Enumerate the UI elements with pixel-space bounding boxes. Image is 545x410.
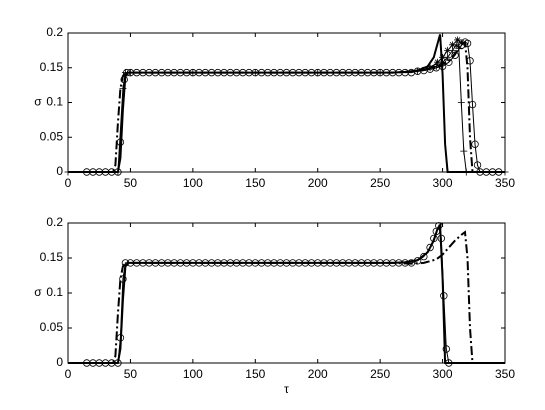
marker xyxy=(445,359,453,367)
y-tick-label: 0.2 xyxy=(46,215,63,229)
marker xyxy=(437,234,446,243)
x-tick-label: 100 xyxy=(183,367,203,381)
x-tick-label: 200 xyxy=(308,176,328,190)
series-line xyxy=(68,230,505,364)
marker xyxy=(426,64,434,72)
marker xyxy=(460,147,468,155)
marker xyxy=(463,39,472,48)
marker xyxy=(430,234,438,243)
x-tick-label: 250 xyxy=(370,367,390,381)
series-line xyxy=(86,41,499,173)
marker xyxy=(445,58,453,66)
marker xyxy=(438,62,447,71)
marker xyxy=(413,257,422,265)
y-tick-label: 0 xyxy=(56,164,63,178)
x-tick-label: 350 xyxy=(495,176,515,190)
marker xyxy=(473,161,482,169)
x-tick-label: 200 xyxy=(308,367,328,381)
marker xyxy=(119,275,127,283)
x-tick-label: 300 xyxy=(433,176,453,190)
marker xyxy=(495,168,503,176)
y-tick-label: 0.15 xyxy=(40,60,64,74)
y-tick-label: 0.05 xyxy=(40,320,64,334)
marker xyxy=(466,57,474,65)
marker xyxy=(434,58,442,66)
marker xyxy=(444,46,452,54)
x-tick-label: 50 xyxy=(124,176,138,190)
marker xyxy=(462,168,470,176)
x-tick-label: 350 xyxy=(495,367,515,381)
marker xyxy=(468,100,477,109)
y-tick-label: 0.2 xyxy=(46,25,63,39)
x-tick-label: 0 xyxy=(65,367,72,381)
y-axis-label: σ xyxy=(34,95,42,109)
marker xyxy=(114,168,122,176)
x-axis-label: τ xyxy=(284,382,289,396)
marker xyxy=(457,39,465,47)
series-line xyxy=(86,224,450,364)
marker xyxy=(64,168,72,176)
marker xyxy=(442,345,451,353)
marker xyxy=(114,359,122,367)
marker xyxy=(457,99,465,106)
marker xyxy=(435,222,443,230)
marker xyxy=(440,292,448,300)
marker xyxy=(501,168,509,176)
y-tick-label: 0.15 xyxy=(40,250,64,264)
marker xyxy=(439,53,447,61)
axes-box xyxy=(67,32,506,173)
marker xyxy=(432,62,440,70)
x-tick-label: 150 xyxy=(245,367,265,381)
marker xyxy=(455,44,463,52)
y-tick-label: 0 xyxy=(56,355,63,369)
x-tick-label: 50 xyxy=(124,367,138,381)
marker xyxy=(471,140,479,148)
y-axis-label: σ xyxy=(34,285,42,299)
marker xyxy=(121,259,130,267)
y-tick-label: 0.05 xyxy=(40,129,64,143)
marker xyxy=(454,36,462,44)
x-tick-label: 0 xyxy=(65,176,72,190)
x-tick-label: 100 xyxy=(183,176,203,190)
marker xyxy=(120,75,128,84)
marker xyxy=(119,85,127,93)
marker xyxy=(116,138,125,146)
marker xyxy=(451,51,459,59)
marker xyxy=(426,243,434,252)
y-tick-label: 0.1 xyxy=(46,95,63,109)
axes-box xyxy=(67,222,506,364)
x-tick-label: 150 xyxy=(245,176,265,190)
x-tick-label: 250 xyxy=(370,176,390,190)
marker xyxy=(420,252,428,261)
x-tick-label: 300 xyxy=(433,367,453,381)
marker xyxy=(449,41,457,49)
marker xyxy=(122,68,131,77)
y-tick-label: 0.1 xyxy=(46,285,63,299)
marker xyxy=(116,334,125,342)
